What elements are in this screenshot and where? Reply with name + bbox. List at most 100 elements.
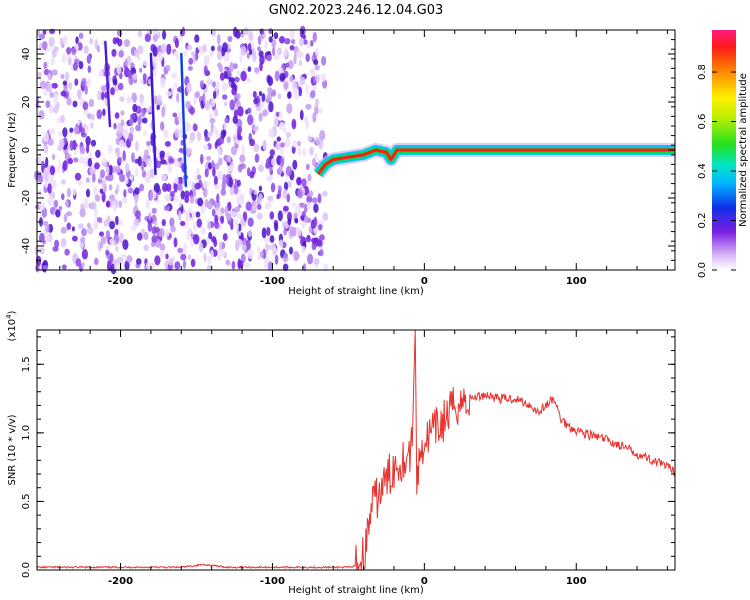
noise-blob bbox=[259, 100, 265, 108]
y-tick-label: 0.5 bbox=[21, 493, 32, 509]
noise-blob bbox=[77, 42, 83, 51]
noise-blob bbox=[80, 132, 87, 138]
snr-xlabel: Height of straight line (km) bbox=[288, 585, 424, 596]
noise-blob bbox=[184, 121, 190, 132]
noise-blob bbox=[162, 174, 167, 181]
noise-blob bbox=[159, 243, 166, 252]
noise-blob bbox=[252, 91, 257, 98]
noise-blob bbox=[156, 149, 161, 159]
noise-blob bbox=[307, 190, 314, 198]
noise-blob bbox=[305, 53, 310, 63]
noise-blob bbox=[265, 255, 270, 264]
noise-blob bbox=[267, 87, 273, 95]
noise-blob bbox=[129, 175, 134, 181]
noise-blob bbox=[163, 129, 169, 139]
noise-blob bbox=[180, 139, 184, 146]
noise-blob bbox=[39, 232, 45, 243]
noise-blob bbox=[207, 76, 211, 86]
noise-blob bbox=[169, 190, 175, 197]
noise-blob bbox=[169, 217, 175, 228]
spectrogram-noise bbox=[34, 25, 329, 275]
noise-blob bbox=[254, 153, 260, 163]
noise-blob bbox=[83, 45, 89, 54]
noise-blob bbox=[191, 51, 196, 57]
noise-blob bbox=[123, 39, 131, 47]
noise-blob bbox=[259, 251, 264, 259]
noise-streak bbox=[180, 52, 188, 188]
noise-blob bbox=[130, 126, 135, 134]
noise-blob bbox=[104, 175, 110, 181]
noise-blob bbox=[277, 93, 282, 100]
noise-blob bbox=[49, 165, 56, 176]
noise-blob bbox=[214, 162, 220, 170]
noise-blob bbox=[253, 189, 258, 195]
noise-blob bbox=[229, 185, 235, 196]
noise-blob bbox=[236, 213, 242, 220]
noise-blob bbox=[137, 115, 142, 126]
noise-blob bbox=[235, 223, 239, 232]
noise-blob bbox=[60, 90, 67, 97]
noise-blob bbox=[202, 180, 209, 189]
noise-blob bbox=[307, 253, 314, 265]
snr-scale-suffix: ) bbox=[7, 310, 18, 314]
noise-blob bbox=[159, 249, 165, 259]
noise-blob bbox=[122, 128, 129, 140]
noise-blob bbox=[105, 230, 110, 240]
noise-blob bbox=[87, 226, 94, 235]
noise-blob bbox=[105, 166, 110, 176]
noise-blob bbox=[152, 57, 158, 69]
noise-blob bbox=[171, 86, 175, 96]
noise-blob bbox=[197, 174, 202, 180]
noise-blob bbox=[81, 78, 87, 87]
noise-blob bbox=[221, 251, 226, 257]
noise-blob bbox=[48, 128, 56, 135]
x-tick-label: -200 bbox=[108, 276, 133, 287]
noise-blob bbox=[165, 64, 171, 72]
noise-blob bbox=[124, 58, 128, 66]
noise-blob bbox=[152, 67, 157, 78]
noise-blob bbox=[268, 36, 273, 43]
y-tick-label: 40 bbox=[21, 48, 32, 61]
noise-blob bbox=[189, 194, 195, 204]
noise-blob bbox=[218, 241, 222, 250]
noise-blob bbox=[176, 160, 180, 168]
noise-blob bbox=[86, 177, 90, 183]
noise-blob bbox=[215, 81, 220, 91]
noise-blob bbox=[310, 90, 316, 99]
noise-blob bbox=[120, 119, 125, 127]
noise-blob bbox=[268, 101, 274, 113]
noise-blob bbox=[272, 46, 276, 57]
noise-blob bbox=[182, 259, 187, 270]
noise-blob bbox=[240, 253, 246, 264]
noise-blob bbox=[178, 210, 182, 222]
noise-blob bbox=[87, 113, 92, 119]
noise-blob bbox=[257, 203, 262, 210]
noise-blob bbox=[282, 263, 289, 272]
noise-blob bbox=[46, 46, 51, 52]
noise-blob bbox=[118, 50, 124, 58]
noise-blob bbox=[266, 54, 272, 62]
noise-blob bbox=[99, 188, 104, 194]
noise-blob bbox=[189, 131, 196, 142]
noise-blob bbox=[113, 122, 117, 130]
noise-blob bbox=[303, 203, 308, 214]
noise-blob bbox=[320, 73, 326, 83]
noise-blob bbox=[63, 213, 68, 223]
noise-blob bbox=[66, 55, 72, 66]
noise-blob bbox=[267, 195, 274, 201]
noise-blob bbox=[274, 70, 280, 82]
noise-blob bbox=[53, 46, 59, 52]
noise-blob bbox=[314, 152, 319, 161]
noise-blob bbox=[117, 82, 124, 91]
noise-blob bbox=[239, 154, 246, 163]
noise-blob bbox=[149, 168, 155, 179]
snr-line bbox=[36, 329, 676, 571]
noise-blob bbox=[237, 163, 243, 173]
noise-blob bbox=[269, 211, 275, 220]
noise-blob bbox=[124, 260, 130, 271]
noise-blob bbox=[258, 35, 262, 46]
noise-blob bbox=[153, 220, 158, 227]
noise-blob bbox=[121, 197, 128, 204]
noise-blob bbox=[137, 30, 143, 38]
